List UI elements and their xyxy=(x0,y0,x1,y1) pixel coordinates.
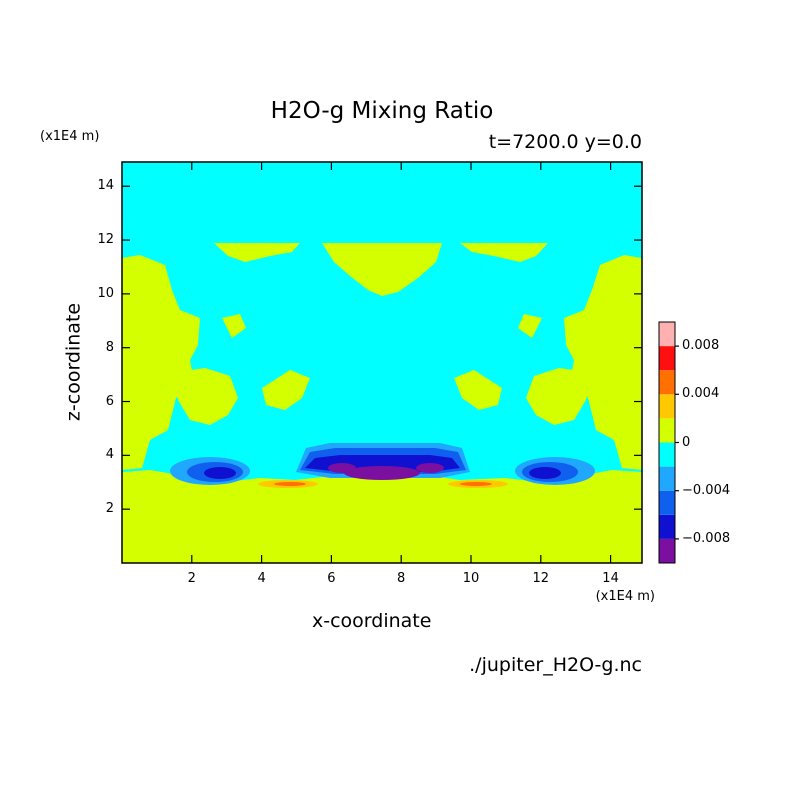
contour-blob-left-mid xyxy=(262,370,310,410)
colorbar-tick-label: −0.004 xyxy=(682,482,731,498)
contour-eddy-left-3 xyxy=(204,467,236,479)
y-unit-label: (x1E4 m) xyxy=(40,129,100,144)
colorbar xyxy=(658,321,679,564)
y-tick-label: 8 xyxy=(105,339,114,355)
contour-core-neg-left xyxy=(328,463,356,473)
contour-blob-right-mid xyxy=(454,370,502,410)
contour-blob-right-upper xyxy=(518,314,542,338)
x-tick-label: 14 xyxy=(602,571,619,586)
colorbar-swatch xyxy=(659,370,675,395)
x-tick-label: 10 xyxy=(462,571,480,586)
plot-frame xyxy=(121,161,643,564)
y-tick-label: 14 xyxy=(97,178,114,194)
chart-subtitle: t=7200.0 y=0.0 xyxy=(488,131,642,153)
colorbar-swatch xyxy=(659,322,675,347)
x-tick-label: 2 xyxy=(187,571,196,586)
contour-region-lower-positive xyxy=(122,470,642,563)
x-tick-label: 12 xyxy=(532,571,550,586)
contour-blob-left-upper xyxy=(222,314,246,338)
contour-region-right-side xyxy=(564,255,642,470)
x-axis-ticks xyxy=(191,162,612,563)
chart-title: H2O-g Mixing Ratio xyxy=(270,98,494,124)
contour-plume-left xyxy=(214,243,300,262)
colorbar-swatch xyxy=(659,490,675,515)
colorbar-tick-label: −0.008 xyxy=(682,530,731,546)
y-tick-label: 6 xyxy=(105,393,114,409)
x-axis-label: x-coordinate xyxy=(312,610,432,632)
contour-region-left-side xyxy=(122,255,200,470)
x-tick-label: 4 xyxy=(257,571,266,586)
colorbar-swatch xyxy=(659,514,675,539)
contour-region-left-inner xyxy=(176,368,238,425)
source-file-label: ./jupiter_H2O-g.nc xyxy=(469,654,642,676)
x-tick-label: 8 xyxy=(397,571,406,586)
y-axis-label: z-coordinate xyxy=(62,302,85,422)
colorbar-swatch xyxy=(659,466,675,491)
y-tick-label: 2 xyxy=(105,501,114,517)
y-tick-label: 10 xyxy=(97,285,114,301)
colorbar-tick-label: 0 xyxy=(682,434,691,450)
contour-core-neg-right xyxy=(416,463,444,473)
contour-core-neg-center xyxy=(344,466,420,480)
contour-plume-right xyxy=(460,243,548,262)
contour-streak-right-2 xyxy=(460,482,492,486)
contour-region-right-inner xyxy=(526,368,588,425)
contour-plume-center xyxy=(322,243,442,296)
colorbar-swatch xyxy=(659,538,675,563)
colorbar-swatch xyxy=(659,418,675,443)
y-tick-label: 4 xyxy=(105,447,114,463)
x-tick-label: 6 xyxy=(327,571,336,586)
colorbar-tick-label: 0.004 xyxy=(682,386,720,402)
colorbar-tick-label: 0.008 xyxy=(682,338,720,354)
colorbar-swatch xyxy=(659,346,675,371)
contour-eddy-right-3 xyxy=(529,467,561,479)
contour-streak-left-2 xyxy=(274,482,306,486)
x-unit-label: (x1E4 m) xyxy=(595,589,655,604)
colorbar-swatch xyxy=(659,442,675,467)
colorbar-swatch xyxy=(659,394,675,419)
contour-field xyxy=(122,162,642,563)
y-tick-label: 12 xyxy=(97,232,114,248)
y-axis-ticks xyxy=(122,185,642,510)
